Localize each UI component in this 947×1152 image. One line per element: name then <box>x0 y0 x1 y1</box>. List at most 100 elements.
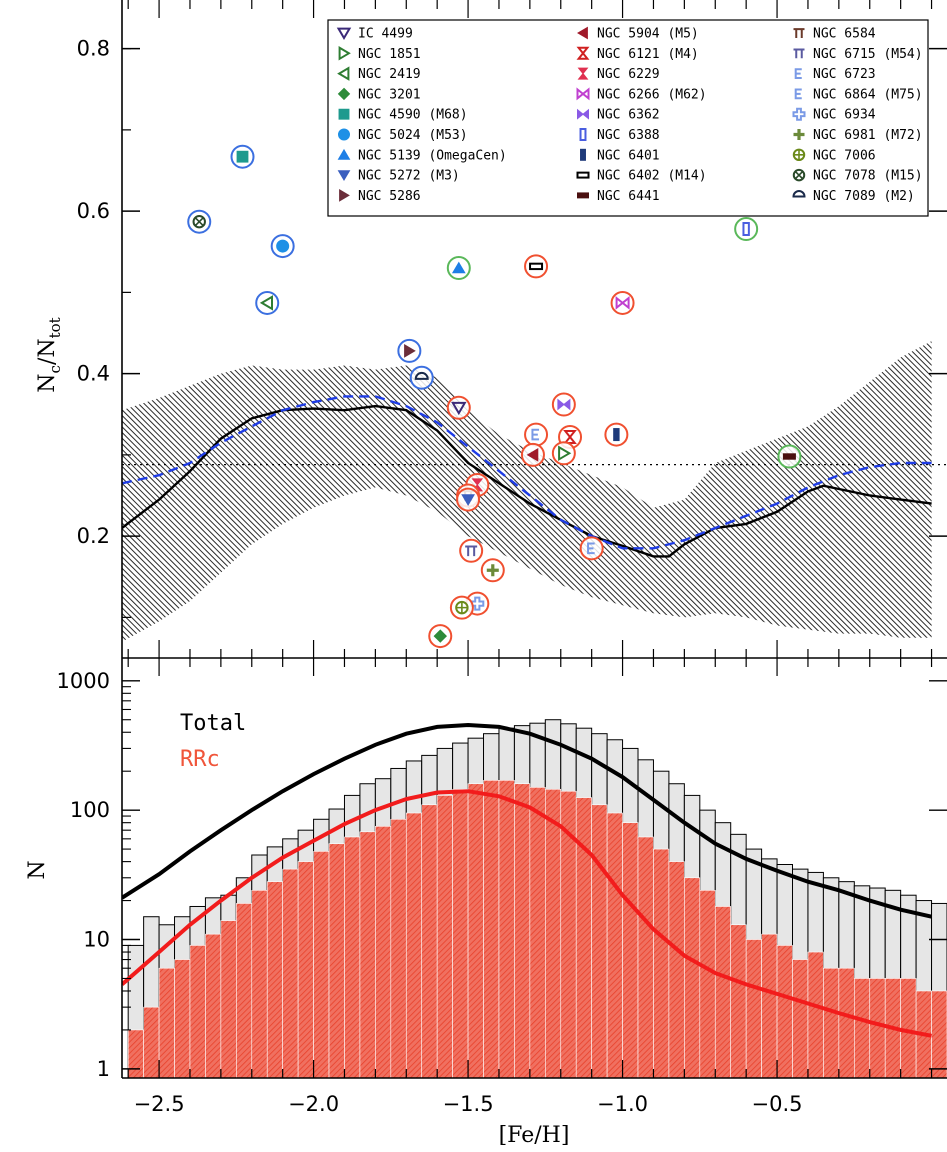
legend-item: NGC 5024 (M53) <box>338 128 468 143</box>
y-tick-label: 100 <box>70 798 110 822</box>
legend-label: NGC 5904 (M5) <box>597 27 699 42</box>
bar-rrc <box>714 906 732 1078</box>
legend-label: NGC 6441 <box>597 189 660 204</box>
bar-rrc <box>900 978 917 1078</box>
cluster-point <box>610 290 635 315</box>
legend-item: NGC 6723 <box>794 67 876 82</box>
legend-marker <box>792 148 806 162</box>
y-tick-label: 0.8 <box>77 37 110 61</box>
legend-items: IC 4499 NGC 1851 NGC 2419 NGC 3201 NGC 4590 … <box>336 26 923 204</box>
bar-rrc <box>359 831 376 1078</box>
bottom-axes: 1 10 100 1000 −2.5 −2.0 −1.5 −1.0 −0.5 <box>57 658 947 1116</box>
x-tick-label: −1.5 <box>443 1092 494 1116</box>
bar-rrc <box>498 780 515 1078</box>
legend-marker <box>793 48 805 59</box>
legend-label: NGC 7089 (M2) <box>813 189 915 204</box>
y-title-sub-c: c <box>46 365 64 373</box>
legend-item: NGC 6121 (M4) <box>576 46 699 62</box>
bar-rrc <box>483 780 500 1078</box>
bar-rrc <box>761 933 778 1078</box>
bar-rrc <box>653 848 670 1078</box>
bar-rrc <box>575 797 592 1078</box>
legend-label: NGC 6266 (M62) <box>597 87 707 102</box>
legend-rrc-label: RRc <box>180 747 220 772</box>
y-tick-label: 0.2 <box>77 524 110 548</box>
cluster-point <box>397 338 422 363</box>
bar-rrc <box>282 868 299 1078</box>
legend-item: NGC 6864 (M75) <box>794 87 923 102</box>
legend-marker <box>338 128 350 141</box>
histogram-rrc <box>127 780 947 1078</box>
legend-item: NGC 6934 <box>792 108 876 123</box>
legend-item: NGC 1851 <box>338 46 421 62</box>
legend-marker <box>577 26 588 40</box>
legend-item: NGC 6266 (M62) <box>576 87 707 102</box>
legend-label: NGC 6401 <box>597 148 660 163</box>
legend-marker <box>577 192 589 199</box>
cluster-point <box>524 422 549 447</box>
bar-rrc <box>745 939 762 1078</box>
cluster-point <box>551 392 576 417</box>
bar-rrc <box>390 818 407 1078</box>
cluster-point <box>446 395 471 420</box>
cluster-point <box>456 487 481 512</box>
legend-item: NGC 7078 (M15) <box>792 169 923 184</box>
legend-label: NGC 6229 <box>597 67 660 82</box>
bar-rrc <box>220 920 237 1078</box>
cluster-point <box>604 422 629 447</box>
legend-item: NGC 5904 (M5) <box>577 26 699 42</box>
top-y-title: Nc/Ntot <box>35 317 64 392</box>
legend-item: NGC 6229 <box>577 67 660 82</box>
bar-rrc <box>514 783 531 1078</box>
bar-rrc <box>143 1006 160 1078</box>
legend-marker <box>338 46 351 61</box>
legend-marker <box>580 148 586 161</box>
bar-rrc <box>776 945 793 1078</box>
cluster-point <box>579 536 604 561</box>
legend-label: NGC 5272 (M3) <box>358 169 460 184</box>
legend-marker <box>337 148 351 160</box>
bar-rrc <box>189 945 206 1078</box>
cluster-point <box>446 256 471 280</box>
legend-label: NGC 1851 <box>358 47 421 62</box>
x-tick-label: −2.5 <box>134 1092 185 1116</box>
bar-rrc <box>637 836 654 1078</box>
legend-item: NGC 6981 (M72) <box>793 128 923 143</box>
bar-rrc <box>931 990 947 1078</box>
bar-rrc <box>375 826 392 1078</box>
legend-label: NGC 6864 (M75) <box>813 87 923 102</box>
legend-item: NGC 2419 <box>337 66 421 82</box>
legend-item: NGC 5272 (M3) <box>337 169 460 184</box>
legend-marker <box>577 67 589 80</box>
cluster-point <box>777 444 802 469</box>
legend-item: NGC 6362 <box>577 108 660 123</box>
legend-marker <box>336 27 352 40</box>
bar-rrc <box>344 836 361 1078</box>
cluster-point <box>428 624 453 649</box>
legend-item: NGC 5286 <box>339 189 421 204</box>
cluster-point <box>449 595 474 620</box>
bar-rrc <box>838 967 855 1078</box>
bar-rrc <box>807 951 824 1078</box>
bar-rrc <box>236 903 253 1078</box>
cluster-point <box>255 290 280 315</box>
fit-rrc-curve <box>122 789 932 1038</box>
top-panel: 0.2 0.4 0.6 0.8 IC 4499 NGC 1851 NGC 2419 NGC … <box>35 0 947 659</box>
legend-marker <box>338 108 350 120</box>
y-title-mid: /N <box>35 338 60 365</box>
legend-item: NGC 4590 (M68) <box>338 108 468 123</box>
legend-marker <box>337 87 351 101</box>
cluster-point <box>270 234 295 259</box>
legend-label: NGC 4590 (M68) <box>358 108 468 123</box>
legend-item: NGC 6388 <box>579 128 660 143</box>
legend-item: NGC 6441 <box>577 189 660 204</box>
y-tick-label: 1000 <box>57 669 110 693</box>
bar-rrc <box>436 795 453 1078</box>
x-tick-label: −1.0 <box>597 1092 648 1116</box>
legend-marker <box>576 171 590 179</box>
legend-label: NGC 5139 (OmegaCen) <box>358 148 507 163</box>
bar-rrc <box>684 877 701 1078</box>
legend-item: NGC 7089 (M2) <box>792 189 915 204</box>
legend-marker <box>793 129 805 140</box>
